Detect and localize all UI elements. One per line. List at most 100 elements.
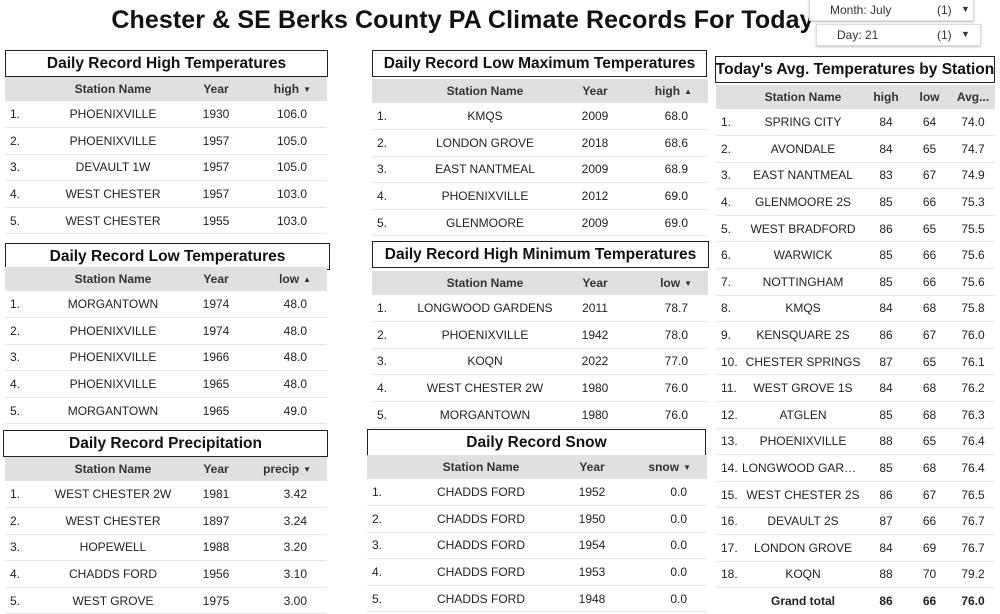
low-max-title: Daily Record Low Maximum Temperatures xyxy=(372,50,707,77)
table-row[interactable]: 1. SPRING CITY 84 64 74.0 xyxy=(716,109,995,137)
avg-value: 75.6 xyxy=(951,241,995,270)
table-row[interactable]: 8. KMQS 84 68 75.8 xyxy=(716,295,995,323)
low-value: 65 xyxy=(908,348,951,376)
col-year[interactable]: Year xyxy=(183,267,249,291)
table-row[interactable]: 3. KOQN 2022 77.0 xyxy=(372,348,708,376)
record-year: 2012 xyxy=(560,182,630,210)
table-row[interactable]: 2. AVONDALE 84 65 74.7 xyxy=(716,135,995,163)
table-row[interactable]: 4. CHADDS FORD 1953 0.0 xyxy=(367,558,707,586)
day-filter[interactable]: Day: 21 (1) ▼ xyxy=(816,24,981,46)
avg-value: 76.1 xyxy=(951,348,995,376)
table-row[interactable]: 5. WEST CHESTER 1955 103.0 xyxy=(5,207,327,235)
table-row[interactable]: 1. WEST CHESTER 2W 1981 3.42 xyxy=(5,481,327,509)
record-value: 68.9 xyxy=(630,156,708,184)
table-row[interactable]: 5. MORGANTOWN 1980 76.0 xyxy=(372,401,708,429)
table-row[interactable]: 16. DEVAULT 2S 87 66 76.7 xyxy=(716,507,995,535)
col-year[interactable]: Year xyxy=(557,455,627,479)
record-value: 49.0 xyxy=(249,397,327,425)
table-row[interactable]: 4. GLENMOORE 2S 85 66 75.3 xyxy=(716,188,995,216)
table-row[interactable]: 4. PHOENIXVILLE 1965 48.0 xyxy=(5,370,327,398)
table-row[interactable]: 2. WEST CHESTER 1897 3.24 xyxy=(5,507,327,535)
station-name: PHOENIXVILLE xyxy=(43,344,183,372)
table-row[interactable]: 1. CHADDS FORD 1952 0.0 xyxy=(367,479,707,507)
low-value: 68 xyxy=(908,374,951,403)
col-high[interactable]: high ▲ xyxy=(630,79,708,103)
table-row[interactable]: 14. LONGWOOD GARDE... 85 68 76.4 xyxy=(716,454,995,482)
col-station[interactable]: Station Name xyxy=(410,79,560,103)
avg-value: 76.5 xyxy=(951,481,995,509)
table-row[interactable]: 4. CHADDS FORD 1956 3.10 xyxy=(5,560,327,588)
table-row[interactable]: 9. KENSQUARE 2S 86 67 76.0 xyxy=(716,321,995,349)
table-row[interactable]: 15. WEST CHESTER 2S 86 67 76.5 xyxy=(716,481,995,509)
table-row[interactable]: 1. KMQS 2009 68.0 xyxy=(372,103,708,131)
table-row[interactable]: 5. WEST BRADFORD 86 65 75.5 xyxy=(716,215,995,243)
col-station[interactable]: Station Name xyxy=(43,457,183,481)
table-row[interactable]: 3. EAST NANTMEAL 83 67 74.9 xyxy=(716,162,995,190)
row-index: 6. xyxy=(716,241,742,270)
col-low[interactable]: low ▲ xyxy=(249,267,327,291)
table-row[interactable]: 12. ATGLEN 85 68 76.3 xyxy=(716,401,995,429)
station-name: KMQS xyxy=(742,295,864,323)
table-row[interactable]: 4. WEST CHESTER 2W 1980 76.0 xyxy=(372,374,708,402)
table-row[interactable]: 5. WEST GROVE 1975 3.00 xyxy=(5,587,327,614)
col-station[interactable]: Station Name xyxy=(43,77,183,101)
table-row[interactable]: 3. CHADDS FORD 1954 0.0 xyxy=(367,532,707,560)
table-row[interactable]: 18. KOQN 88 70 79.2 xyxy=(716,561,995,589)
table-row[interactable]: 17. LONDON GROVE 84 69 76.7 xyxy=(716,534,995,562)
chevron-down-icon[interactable]: ▼ xyxy=(961,29,970,39)
table-row[interactable]: 2. CHADDS FORD 1950 0.0 xyxy=(367,505,707,533)
table-row[interactable]: 5. GLENMOORE 2009 69.0 xyxy=(372,209,708,237)
col-station[interactable]: Station Name xyxy=(405,455,557,479)
row-index: 5. xyxy=(5,587,43,614)
col-precip[interactable]: precip ▼ xyxy=(249,457,327,481)
table-row[interactable]: 1. PHOENIXVILLE 1930 106.0 xyxy=(5,101,327,129)
col-year[interactable]: Year xyxy=(560,79,630,103)
table-row[interactable]: 11. WEST GROVE 1S 84 68 76.2 xyxy=(716,374,995,403)
col-station[interactable]: Station Name xyxy=(43,267,183,291)
row-index: 5. xyxy=(716,215,742,243)
table-row[interactable]: 5. MORGANTOWN 1965 49.0 xyxy=(5,397,327,425)
table-row[interactable]: 3. DEVAULT 1W 1957 105.0 xyxy=(5,154,327,182)
month-filter[interactable]: Month: July (1) ▼ xyxy=(809,0,974,21)
table-row[interactable]: 2. PHOENIXVILLE 1942 78.0 xyxy=(372,321,708,349)
col-high[interactable]: high xyxy=(864,85,908,109)
col-year[interactable]: Year xyxy=(183,77,249,101)
table-row[interactable]: 2. LONDON GROVE 2018 68.6 xyxy=(372,129,708,157)
grand-total-high: 86 xyxy=(879,593,893,608)
sort-asc-icon: ▲ xyxy=(684,87,692,96)
col-station[interactable]: Station Name xyxy=(742,85,864,109)
table-row[interactable]: 3. EAST NANTMEAL 2009 68.9 xyxy=(372,156,708,184)
row-index: 2. xyxy=(5,507,43,535)
table-row[interactable]: 1. LONGWOOD GARDENS 2011 78.7 xyxy=(372,295,708,323)
row-index: 5. xyxy=(5,397,43,425)
table-row[interactable]: 13. PHOENIXVILLE 88 65 76.4 xyxy=(716,428,995,456)
station-name: HOPEWELL xyxy=(43,534,183,562)
table-row[interactable]: 3. PHOENIXVILLE 1966 48.0 xyxy=(5,344,327,372)
table-row[interactable]: 4. WEST CHESTER 1957 103.0 xyxy=(5,180,327,208)
col-high[interactable]: high ▼ xyxy=(249,77,327,101)
row-index: 5. xyxy=(372,401,410,429)
avg-value: 74.0 xyxy=(951,109,995,137)
sort-desc-icon: ▼ xyxy=(684,279,692,288)
row-index: 8. xyxy=(716,295,742,323)
col-year[interactable]: Year xyxy=(183,457,249,481)
table-row[interactable]: 6. WARWICK 85 66 75.6 xyxy=(716,241,995,270)
table-row[interactable]: 10. CHESTER SPRINGS 87 65 76.1 xyxy=(716,348,995,376)
table-row[interactable]: 2. PHOENIXVILLE 1957 105.0 xyxy=(5,127,327,155)
avg-value: 74.9 xyxy=(951,162,995,190)
station-name: WEST CHESTER 2W xyxy=(43,481,183,509)
table-row[interactable]: 1. MORGANTOWN 1974 48.0 xyxy=(5,291,327,319)
table-row[interactable]: 4. PHOENIXVILLE 2012 69.0 xyxy=(372,182,708,210)
station-name: KOQN xyxy=(410,348,560,376)
chevron-down-icon[interactable]: ▼ xyxy=(961,4,970,14)
col-year[interactable]: Year xyxy=(560,271,630,295)
table-row[interactable]: 2. PHOENIXVILLE 1974 48.0 xyxy=(5,317,327,345)
table-row[interactable]: 5. CHADDS FORD 1948 0.0 xyxy=(367,585,707,613)
col-low[interactable]: low ▼ xyxy=(630,271,708,295)
table-row[interactable]: 7. NOTTINGHAM 85 66 75.6 xyxy=(716,268,995,296)
table-row[interactable]: 3. HOPEWELL 1988 3.20 xyxy=(5,534,327,562)
col-avg[interactable]: Avg... xyxy=(951,85,995,109)
col-station[interactable]: Station Name xyxy=(410,271,560,295)
col-snow[interactable]: snow ▼ xyxy=(627,455,707,479)
col-low[interactable]: low xyxy=(908,85,951,109)
